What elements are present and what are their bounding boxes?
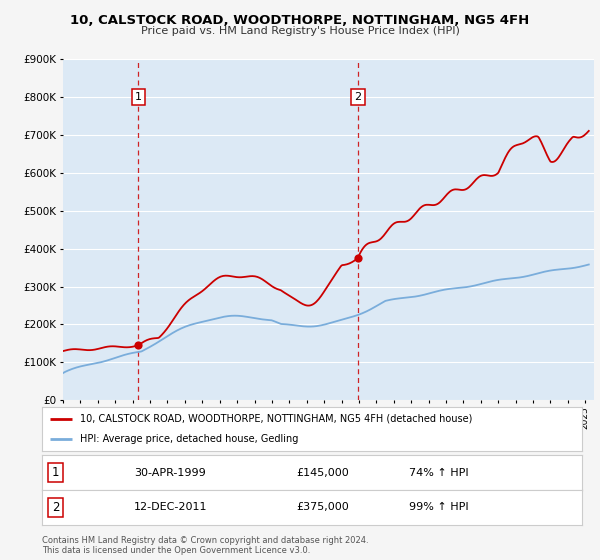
Text: Price paid vs. HM Land Registry's House Price Index (HPI): Price paid vs. HM Land Registry's House … [140, 26, 460, 36]
Point [353, 254, 363, 263]
Text: Contains HM Land Registry data © Crown copyright and database right 2024.: Contains HM Land Registry data © Crown c… [42, 536, 368, 545]
Text: 99% ↑ HPI: 99% ↑ HPI [409, 502, 469, 512]
Text: 10, CALSTOCK ROAD, WOODTHORPE, NOTTINGHAM, NG5 4FH (detached house): 10, CALSTOCK ROAD, WOODTHORPE, NOTTINGHA… [80, 414, 472, 424]
Point [134, 341, 143, 350]
Text: 2: 2 [355, 92, 362, 102]
Text: 10, CALSTOCK ROAD, WOODTHORPE, NOTTINGHAM, NG5 4FH: 10, CALSTOCK ROAD, WOODTHORPE, NOTTINGHA… [70, 14, 530, 27]
Text: HPI: Average price, detached house, Gedling: HPI: Average price, detached house, Gedl… [80, 434, 298, 444]
Text: 12-DEC-2011: 12-DEC-2011 [134, 502, 208, 512]
Text: This data is licensed under the Open Government Licence v3.0.: This data is licensed under the Open Gov… [42, 546, 310, 555]
Text: £145,000: £145,000 [296, 468, 349, 478]
Text: £375,000: £375,000 [296, 502, 349, 512]
Text: 2: 2 [52, 501, 59, 514]
Text: 30-APR-1999: 30-APR-1999 [134, 468, 206, 478]
Text: 74% ↑ HPI: 74% ↑ HPI [409, 468, 469, 478]
Text: 1: 1 [52, 466, 59, 479]
Text: 1: 1 [135, 92, 142, 102]
